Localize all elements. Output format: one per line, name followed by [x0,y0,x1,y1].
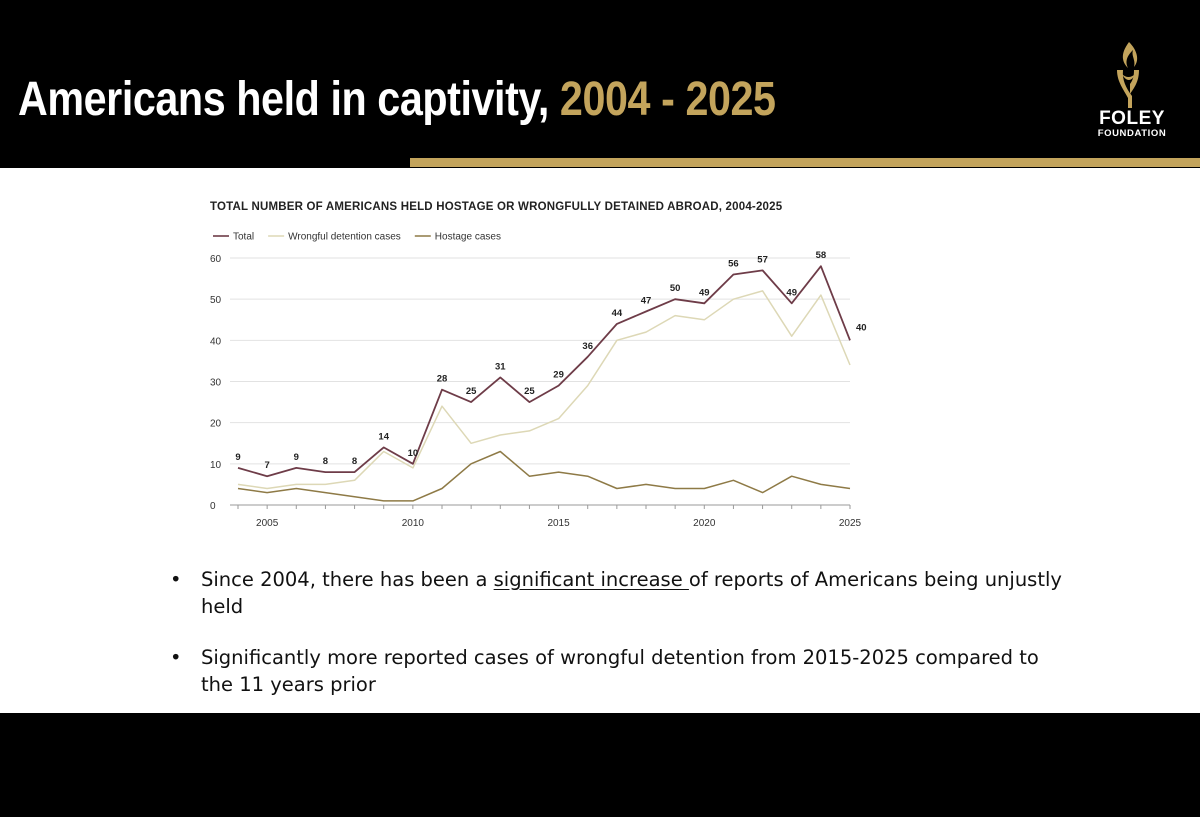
captivity-line-chart: TOTAL NUMBER OF AMERICANS HELD HOSTAGE O… [210,201,867,529]
total-data-label: 36 [582,341,593,352]
total-data-label: 29 [553,370,564,381]
series-line-total [237,265,851,478]
total-data-label: 56 [728,258,739,269]
logo-foley: FOLEY [1099,108,1165,129]
total-data-label: 57 [757,254,768,265]
x-axis: 2005 2010 2015 2020 2025 [237,505,862,529]
logo-foundation: FOUNDATION [1097,128,1167,139]
total-data-label: 7 [264,460,269,471]
bullet-item: • Since 2004, there has been a significan… [170,566,1070,620]
gold-divider [410,158,1200,167]
y-tick-label: 50 [210,295,222,306]
y-tick-label: 10 [210,460,222,471]
bullet-text-end: of reports of Americans being unjustly h… [201,568,1062,618]
bullet-text-start: Since 2004, there has been a [201,568,494,591]
chart-series [237,265,851,502]
x-tick-label: 2015 [547,518,570,529]
title-years: 2004 - 2025 [559,73,776,126]
chart-legend: Total Wrongful detention cases Hostage cas… [213,232,501,243]
total-data-label: 8 [352,456,357,467]
total-data-label: 25 [466,386,477,397]
slide-title: Americans held in captivity, 2004 - 2025 [18,68,776,132]
legend-label: Wrongful detention cases [288,232,401,243]
slide-header: Americans held in captivity, 2004 - 2025… [0,0,1200,160]
data-labels: 9 7 9 8 8 14 10 28 25 31 25 29 36 44 47 50 49 56 57 49 58 40 [235,250,866,471]
bullet-dot: • [170,568,182,591]
bullet-text: Significantly more reported cases of wro… [201,646,1039,696]
total-data-label: 8 [323,456,328,467]
x-tick-label: 2005 [256,518,279,529]
slide-content: TOTAL NUMBER OF AMERICANS HELD HOSTAGE O… [0,168,1200,713]
legend-label: Total [233,232,254,243]
foley-foundation-logo: FOLEY FOUNDATION [1082,40,1182,140]
total-data-label: 31 [495,361,506,372]
series-line-wrongful [237,290,851,490]
total-data-label: 25 [524,386,535,397]
x-tick-label: 2025 [839,518,862,529]
chart-grid [230,257,850,506]
y-axis-ticks: 0 10 20 30 40 50 60 [210,254,222,512]
total-data-label: 47 [641,296,652,307]
y-tick-label: 30 [210,378,222,389]
bullet-list: • Since 2004, there has been a significan… [170,566,1070,722]
total-data-label: 28 [437,374,448,385]
total-data-label: 50 [670,283,681,294]
total-data-label: 9 [235,452,240,463]
y-tick-label: 0 [210,501,216,512]
bullet-emphasis: significant increase [493,568,689,591]
bullet-item: • Significantly more reported cases of wr… [170,644,1070,698]
legend-label: Hostage cases [435,232,501,243]
flame-hands-icon [1117,42,1139,108]
total-data-label: 44 [612,308,623,319]
total-data-label: 9 [294,452,299,463]
total-data-label: 49 [699,287,710,298]
total-data-label: 40 [856,322,867,333]
y-tick-label: 60 [210,254,222,265]
total-data-label: 10 [408,448,419,459]
total-data-label: 49 [786,287,797,298]
y-tick-label: 20 [210,419,222,430]
series-line-hostage [237,450,851,502]
total-data-label: 58 [816,250,827,261]
total-data-label: 14 [378,431,389,442]
x-tick-label: 2010 [402,518,425,529]
x-tick-label: 2020 [693,518,716,529]
title-main: Americans held in captivity, [18,73,560,126]
chart-title: TOTAL NUMBER OF AMERICANS HELD HOSTAGE O… [210,201,783,213]
y-tick-label: 40 [210,336,222,347]
bullet-dot: • [170,646,182,669]
